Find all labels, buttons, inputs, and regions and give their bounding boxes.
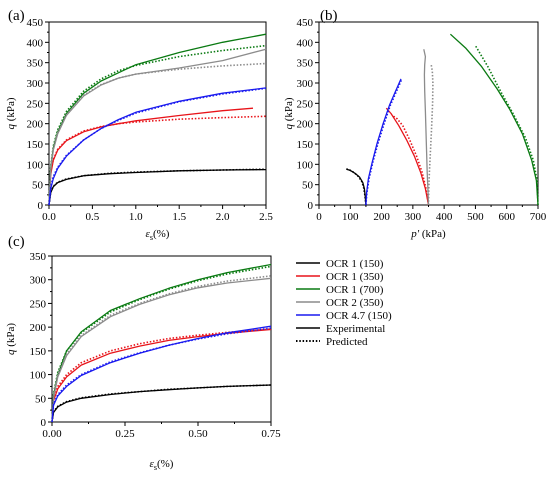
x-tick-label: 2.0 (216, 211, 230, 223)
predicted-series-line (427, 63, 434, 206)
x-tick-label: 0.5 (86, 211, 100, 223)
predicted-series-line (48, 115, 267, 206)
panel-label: (b) (320, 8, 338, 24)
y-tick-label: 150 (27, 139, 44, 151)
y-tick-label: 100 (27, 159, 44, 171)
x-tick-label: 0.00 (42, 428, 62, 440)
x-tick-label: 400 (436, 211, 453, 223)
x-tick-label: 0.75 (261, 428, 281, 440)
predicted-series-line (48, 62, 267, 206)
legend-label: Predicted (326, 336, 368, 348)
plot-frame (51, 255, 272, 423)
predicted-series-line (48, 44, 267, 206)
panel-a: (a) 0.0 0.5 1.0 1.5 2.0 2.5 0 50 100 150 200 250 300 3… (5, 8, 273, 242)
y-tick-label: 0 (38, 200, 44, 212)
experimental-series-line (48, 168, 267, 206)
y-axis-label: q (kPa) (5, 97, 17, 129)
experimental-series-line (48, 87, 267, 206)
panel-c: (c) 0.00 0.25 0.50 0.75 0 50 100 150 200 250 300 350… (5, 234, 281, 472)
y-tick-label: 250 (27, 98, 44, 110)
panel-b: (b) 0 100 200 300 400 500 600 700 0 50 100 150 200 250… (283, 8, 547, 240)
x-tick-label: 1.5 (172, 211, 186, 223)
predicted-series-line (51, 265, 272, 423)
y-tick-label: 150 (297, 139, 314, 151)
experimental-series-line (346, 168, 367, 206)
panel-label: (a) (8, 8, 25, 24)
x-axis-label: εs(%) (146, 228, 170, 242)
y-tick-label: 200 (297, 119, 314, 131)
experimental-series-line (48, 107, 254, 206)
predicted-series-line (48, 87, 267, 206)
y-tick-label: 350 (27, 58, 44, 70)
x-tick-label: 600 (498, 211, 515, 223)
x-axis-label: p' (kPa) (410, 228, 446, 240)
y-tick-label: 400 (27, 37, 44, 49)
legend-label: OCR 2 (350) (326, 297, 384, 309)
legend-label: OCR 1 (350) (326, 271, 384, 283)
experimental-series-line (51, 328, 272, 423)
predicted-series-line (51, 384, 272, 423)
y-tick-label: 450 (27, 17, 44, 29)
y-tick-label: 0 (308, 200, 314, 212)
x-tick-label: 200 (373, 211, 390, 223)
experimental-series-line (385, 107, 430, 206)
x-axis-label: εs(%) (150, 458, 174, 472)
x-tick-label: 1.0 (129, 211, 143, 223)
x-tick-label: 0.25 (115, 428, 135, 440)
x-tick-label: 500 (467, 211, 484, 223)
y-tick-label: 300 (30, 275, 47, 287)
predicted-series-line (51, 328, 272, 423)
y-tick-label: 400 (297, 37, 314, 49)
x-tick-label: 0.0 (42, 211, 56, 223)
experimental-series-line (423, 49, 430, 206)
x-tick-label: 0.50 (188, 428, 208, 440)
experimental-series-line (48, 48, 267, 206)
y-tick-label: 200 (30, 322, 47, 334)
y-tick-label: 200 (27, 119, 44, 131)
y-axis-label: q (kPa) (5, 323, 17, 355)
y-tick-label: 450 (297, 17, 314, 29)
y-tick-label: 50 (302, 180, 314, 192)
y-tick-label: 300 (27, 78, 44, 90)
y-tick-label: 350 (297, 58, 314, 70)
y-tick-label: 250 (30, 298, 47, 310)
predicted-series-line (393, 115, 430, 206)
y-tick-label: 50 (35, 393, 47, 405)
legend-label: OCR 4.7 (150) (326, 310, 392, 322)
legend: OCR 1 (150)OCR 1 (350)OCR 1 (700)OCR 2 (… (296, 258, 392, 348)
y-tick-label: 150 (30, 346, 47, 358)
predicted-series-line (365, 78, 403, 206)
y-tick-label: 300 (297, 78, 314, 90)
predicted-series-line (51, 275, 272, 423)
y-axis-label: q (kPa) (283, 97, 295, 129)
legend-label: OCR 1 (150) (326, 258, 384, 270)
y-tick-label: 100 (30, 370, 47, 382)
x-tick-label: 700 (530, 211, 547, 223)
panel-label: (c) (8, 234, 25, 250)
predicted-series-line (474, 45, 539, 206)
experimental-series-line (51, 277, 272, 423)
predicted-series-line (345, 168, 367, 206)
x-tick-label: 100 (342, 211, 359, 223)
x-tick-label: 300 (405, 211, 422, 223)
experimental-series-line (51, 325, 272, 423)
experimental-series-line (449, 33, 539, 206)
predicted-series-line (48, 168, 267, 206)
y-tick-label: 250 (297, 98, 314, 110)
x-tick-label: 2.5 (259, 211, 273, 223)
x-tick-label: 0 (316, 211, 322, 223)
legend-label: Experimental (326, 323, 385, 335)
y-tick-label: 0 (41, 417, 47, 429)
y-tick-label: 350 (30, 251, 47, 263)
legend-label: OCR 1 (700) (326, 284, 384, 296)
predicted-series-line (51, 327, 272, 423)
experimental-series-line (365, 78, 402, 206)
y-tick-label: 100 (297, 159, 314, 171)
y-tick-label: 50 (32, 180, 44, 192)
experimental-series-line (48, 33, 267, 206)
